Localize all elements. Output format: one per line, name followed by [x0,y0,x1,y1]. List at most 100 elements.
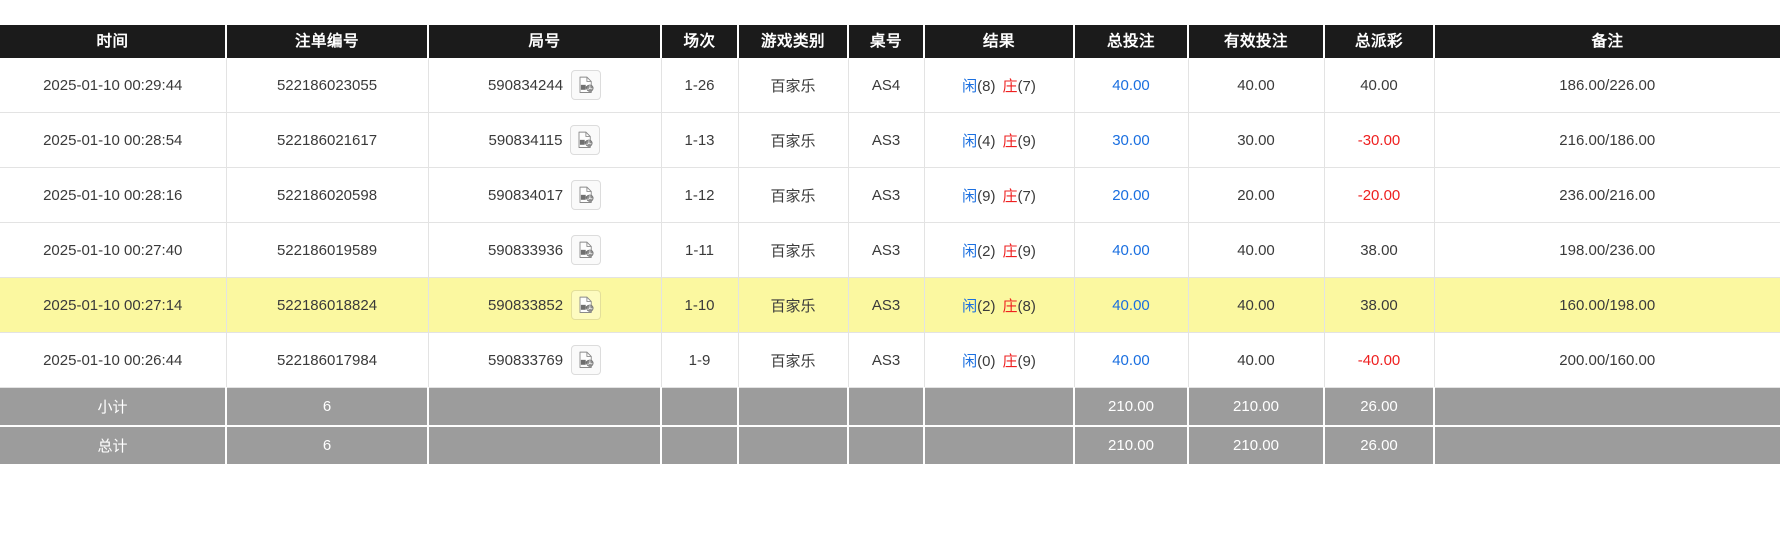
cell-bet-id: 522186020598 [226,167,429,223]
subtotal-total-bet: 210.00 [1074,387,1189,427]
cell-time: 2025-01-10 00:27:14 [0,277,227,333]
result-banker: 庄(7) [1002,187,1036,205]
video-replay-icon[interactable] [571,70,602,100]
remark-text: 200.00/160.00 [1559,351,1656,369]
table-no-text: AS3 [871,131,901,149]
subtotal-table-no [848,387,925,427]
remark-text: 236.00/216.00 [1559,186,1656,204]
result-player: 闲(2) [962,297,996,315]
result-banker: 庄(8) [1002,297,1036,315]
cell-game-no: 590833852 [428,277,662,333]
total-payout-text: 40.00 [1360,76,1398,94]
subtotal-result [924,387,1075,427]
subtotal-valid-bet: 210.00 [1188,387,1325,427]
table-no-text: AS3 [871,351,901,369]
round-text: 1-13 [684,131,715,149]
grandtotal-total-payout: 26.00 [1324,426,1435,464]
cell-total-payout: 40.00 [1324,58,1435,113]
video-replay-icon[interactable] [571,235,602,265]
game-no-text: 590834017 [487,186,564,204]
cell-result: 闲(0) 庄(9) [924,332,1075,388]
bet-id-text: 522186021617 [276,131,378,149]
table-row[interactable]: 2025-01-10 00:27:40 522186019589 590833936… [0,222,1780,278]
cell-game-type: 百家乐 [738,58,849,113]
column-header-total-bet[interactable]: 总投注 [1074,25,1189,58]
game-no-text: 590834115 [488,131,563,149]
column-header-result[interactable]: 结果 [924,25,1075,58]
grandtotal-table-no [848,426,925,464]
subtotal-game-type [738,387,849,427]
game-no-text: 590833852 [487,296,564,314]
bet-id-text: 522186023055 [276,76,378,94]
table-row[interactable]: 2025-01-10 00:28:16 522186020598 590834017… [0,167,1780,223]
header-row: 时间 注单编号 局号 场次 游戏类别 桌号 结果 总投注 有效投注 总派彩 备注 [0,25,1780,58]
round-text: 1-11 [685,241,714,259]
cell-valid-bet: 30.00 [1188,112,1325,168]
cell-round: 1-11 [661,222,739,278]
column-header-table-no[interactable]: 桌号 [848,25,925,58]
video-replay-icon[interactable] [571,290,602,320]
total-bet-text: 30.00 [1112,131,1150,149]
cell-time: 2025-01-10 00:28:16 [0,167,227,223]
cell-table-no: AS3 [848,222,925,278]
total-payout-text: 38.00 [1360,241,1398,259]
game-no-text: 590833936 [487,241,564,259]
round-text: 1-12 [684,186,715,204]
subtotal-count: 6 [226,387,429,427]
table-no-text: AS3 [871,296,901,314]
table-row[interactable]: 2025-01-10 00:27:14 522186018824 590833852… [0,277,1780,333]
cell-game-type: 百家乐 [738,112,849,168]
cell-total-payout: -20.00 [1324,167,1435,223]
table-footer: 小计 6 210.00 210.00 26.00 总计 6 210.00 210.00 26.00 [0,387,1780,464]
game-type-text: 百家乐 [770,242,816,260]
grandtotal-game-type [738,426,849,464]
cell-round: 1-13 [661,112,739,168]
subtotal-game-no [428,387,662,427]
round-text: 1-9 [688,351,711,369]
round-text: 1-10 [684,296,715,314]
game-type-text: 百家乐 [770,132,816,150]
cell-total-bet: 40.00 [1074,277,1189,333]
result-banker: 庄(7) [1002,77,1036,95]
bet-id-text: 522186020598 [276,186,378,204]
table-header: 时间 注单编号 局号 场次 游戏类别 桌号 结果 总投注 有效投注 总派彩 备注 [0,25,1780,58]
cell-game-no: 590834115 [428,112,662,168]
column-header-round[interactable]: 场次 [661,25,739,58]
cell-round: 1-9 [661,332,739,388]
game-type-text: 百家乐 [770,187,816,205]
cell-round: 1-10 [661,277,739,333]
cell-game-type: 百家乐 [738,167,849,223]
column-header-remark[interactable]: 备注 [1434,25,1780,58]
table-row[interactable]: 2025-01-10 00:29:44 522186023055 590834244… [0,58,1780,113]
video-replay-icon[interactable] [571,345,602,375]
column-header-game-no[interactable]: 局号 [428,25,662,58]
cell-table-no: AS3 [848,332,925,388]
bet-id-text: 522186019589 [276,241,378,259]
column-header-bet-id[interactable]: 注单编号 [226,25,429,58]
total-payout-text: -30.00 [1357,131,1401,149]
cell-game-type: 百家乐 [738,277,849,333]
grandtotal-game-no [428,426,662,464]
video-replay-icon[interactable] [571,180,602,210]
grandtotal-label: 总计 [0,426,227,464]
table-row[interactable]: 2025-01-10 00:26:44 522186017984 590833769… [0,332,1780,388]
column-header-game-type[interactable]: 游戏类别 [738,25,849,58]
cell-total-payout: 38.00 [1324,277,1435,333]
subtotal-remark [1434,387,1780,427]
cell-total-bet: 30.00 [1074,112,1189,168]
column-header-time[interactable]: 时间 [0,25,227,58]
result-banker: 庄(9) [1002,352,1036,370]
cell-round: 1-26 [661,58,739,113]
cell-bet-id: 522186018824 [226,277,429,333]
column-header-total-payout[interactable]: 总派彩 [1324,25,1435,58]
column-header-valid-bet[interactable]: 有效投注 [1188,25,1325,58]
remark-text: 198.00/236.00 [1559,241,1656,259]
cell-total-bet: 40.00 [1074,222,1189,278]
valid-bet-text: 40.00 [1237,351,1275,369]
cell-total-bet: 40.00 [1074,332,1189,388]
cell-bet-id: 522186019589 [226,222,429,278]
video-replay-icon[interactable] [570,125,601,155]
table-row[interactable]: 2025-01-10 00:28:54 522186021617 590834115… [0,112,1780,168]
grandtotal-total-bet: 210.00 [1074,426,1189,464]
bet-time-text: 2025-01-10 00:29:44 [43,76,183,94]
